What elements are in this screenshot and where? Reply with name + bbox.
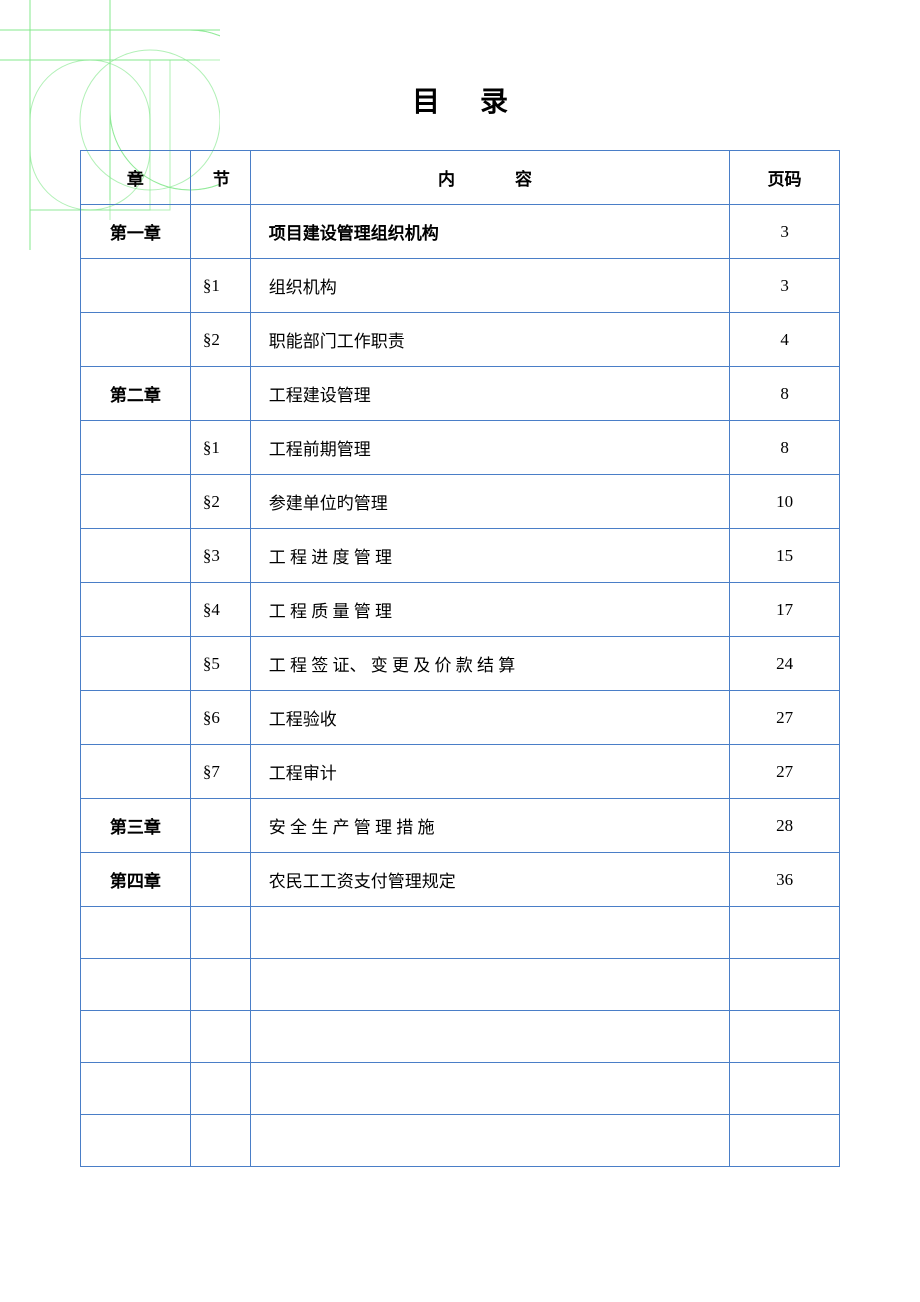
cell-content: 参建单位旳管理 bbox=[250, 475, 729, 529]
cell-content: 项目建设管理组织机构 bbox=[250, 205, 729, 259]
header-section: 节 bbox=[190, 151, 250, 205]
toc-body: 第一章项目建设管理组织机构3§1组织机构3§2职能部门工作职责4第二章工程建设管… bbox=[81, 205, 840, 1167]
cell-content: 职能部门工作职责 bbox=[250, 313, 729, 367]
cell-chapter: 第一章 bbox=[81, 205, 191, 259]
header-chapter: 章 bbox=[81, 151, 191, 205]
cell-section: §2 bbox=[190, 475, 250, 529]
cell-page: 17 bbox=[730, 583, 840, 637]
table-row: §2职能部门工作职责4 bbox=[81, 313, 840, 367]
header-page: 页码 bbox=[730, 151, 840, 205]
cell-chapter: 第二章 bbox=[81, 367, 191, 421]
cell-page: 3 bbox=[730, 259, 840, 313]
cell-section: §2 bbox=[190, 313, 250, 367]
cell-page: 4 bbox=[730, 313, 840, 367]
cell-section: §3 bbox=[190, 529, 250, 583]
cell-page bbox=[730, 1115, 840, 1167]
cell-chapter bbox=[81, 313, 191, 367]
cell-chapter bbox=[81, 637, 191, 691]
table-row bbox=[81, 1063, 840, 1115]
table-row: 第一章 项目建设管理组织机构3 bbox=[81, 205, 840, 259]
cell-page: 8 bbox=[730, 367, 840, 421]
cell-section bbox=[190, 1011, 250, 1063]
cell-content bbox=[250, 1011, 729, 1063]
cell-page: 36 bbox=[730, 853, 840, 907]
cell-chapter bbox=[81, 959, 191, 1011]
cell-chapter bbox=[81, 259, 191, 313]
table-row bbox=[81, 907, 840, 959]
cell-chapter: 第三章 bbox=[81, 799, 191, 853]
table-row bbox=[81, 959, 840, 1011]
cell-page: 24 bbox=[730, 637, 840, 691]
cell-chapter bbox=[81, 1115, 191, 1167]
table-row: §5工 程 签 证、 变 更 及 价 款 结 算24 bbox=[81, 637, 840, 691]
cell-content: 工程建设管理 bbox=[250, 367, 729, 421]
cell-chapter bbox=[81, 475, 191, 529]
page-title: 目录 bbox=[0, 0, 920, 150]
cell-section bbox=[190, 367, 250, 421]
header-content: 内容 bbox=[250, 151, 729, 205]
cell-chapter bbox=[81, 907, 191, 959]
cell-page bbox=[730, 1011, 840, 1063]
cell-page: 27 bbox=[730, 745, 840, 799]
cell-section bbox=[190, 959, 250, 1011]
cell-content bbox=[250, 959, 729, 1011]
table-row: §7工程审计27 bbox=[81, 745, 840, 799]
cell-page: 10 bbox=[730, 475, 840, 529]
cell-page: 15 bbox=[730, 529, 840, 583]
cell-chapter bbox=[81, 1063, 191, 1115]
cell-content: 工程审计 bbox=[250, 745, 729, 799]
cell-content: 安 全 生 产 管 理 措 施 bbox=[250, 799, 729, 853]
cell-content: 工程前期管理 bbox=[250, 421, 729, 475]
cell-content bbox=[250, 1063, 729, 1115]
cell-content bbox=[250, 1115, 729, 1167]
cell-page: 27 bbox=[730, 691, 840, 745]
cell-content: 工 程 进 度 管 理 bbox=[250, 529, 729, 583]
table-header-row: 章 节 内容 页码 bbox=[81, 151, 840, 205]
cell-page bbox=[730, 959, 840, 1011]
cell-section bbox=[190, 205, 250, 259]
table-row: §1工程前期管理8 bbox=[81, 421, 840, 475]
cell-chapter bbox=[81, 421, 191, 475]
cell-content bbox=[250, 907, 729, 959]
cell-content: 工 程 质 量 管 理 bbox=[250, 583, 729, 637]
cell-chapter bbox=[81, 1011, 191, 1063]
cell-section: §4 bbox=[190, 583, 250, 637]
cell-section: §7 bbox=[190, 745, 250, 799]
cell-page bbox=[730, 1063, 840, 1115]
cell-content: 农民工工资支付管理规定 bbox=[250, 853, 729, 907]
cell-section bbox=[190, 853, 250, 907]
table-row: 第二章 工程建设管理8 bbox=[81, 367, 840, 421]
cell-chapter bbox=[81, 691, 191, 745]
cell-content: 工 程 签 证、 变 更 及 价 款 结 算 bbox=[250, 637, 729, 691]
cell-section: §5 bbox=[190, 637, 250, 691]
table-row: §3工 程 进 度 管 理15 bbox=[81, 529, 840, 583]
cell-content: 组织机构 bbox=[250, 259, 729, 313]
cell-page: 8 bbox=[730, 421, 840, 475]
cell-chapter bbox=[81, 583, 191, 637]
table-row: 第三章 安 全 生 产 管 理 措 施28 bbox=[81, 799, 840, 853]
cell-page: 3 bbox=[730, 205, 840, 259]
cell-chapter bbox=[81, 529, 191, 583]
table-row bbox=[81, 1115, 840, 1167]
cell-content: 工程验收 bbox=[250, 691, 729, 745]
table-row: §1组织机构3 bbox=[81, 259, 840, 313]
cell-section: §1 bbox=[190, 421, 250, 475]
cell-chapter: 第四章 bbox=[81, 853, 191, 907]
table-row: §2参建单位旳管理10 bbox=[81, 475, 840, 529]
cell-section bbox=[190, 907, 250, 959]
cell-chapter bbox=[81, 745, 191, 799]
toc-table: 章 节 内容 页码 第一章项目建设管理组织机构3§1组织机构3§2职能部门工作职… bbox=[80, 150, 840, 1167]
cell-section bbox=[190, 1115, 250, 1167]
table-row bbox=[81, 1011, 840, 1063]
table-row: §6工程验收27 bbox=[81, 691, 840, 745]
cell-section: §1 bbox=[190, 259, 250, 313]
cell-section bbox=[190, 1063, 250, 1115]
cell-page: 28 bbox=[730, 799, 840, 853]
cell-page bbox=[730, 907, 840, 959]
table-row: §4工 程 质 量 管 理17 bbox=[81, 583, 840, 637]
cell-section bbox=[190, 799, 250, 853]
table-row: 第四章 农民工工资支付管理规定36 bbox=[81, 853, 840, 907]
cell-section: §6 bbox=[190, 691, 250, 745]
